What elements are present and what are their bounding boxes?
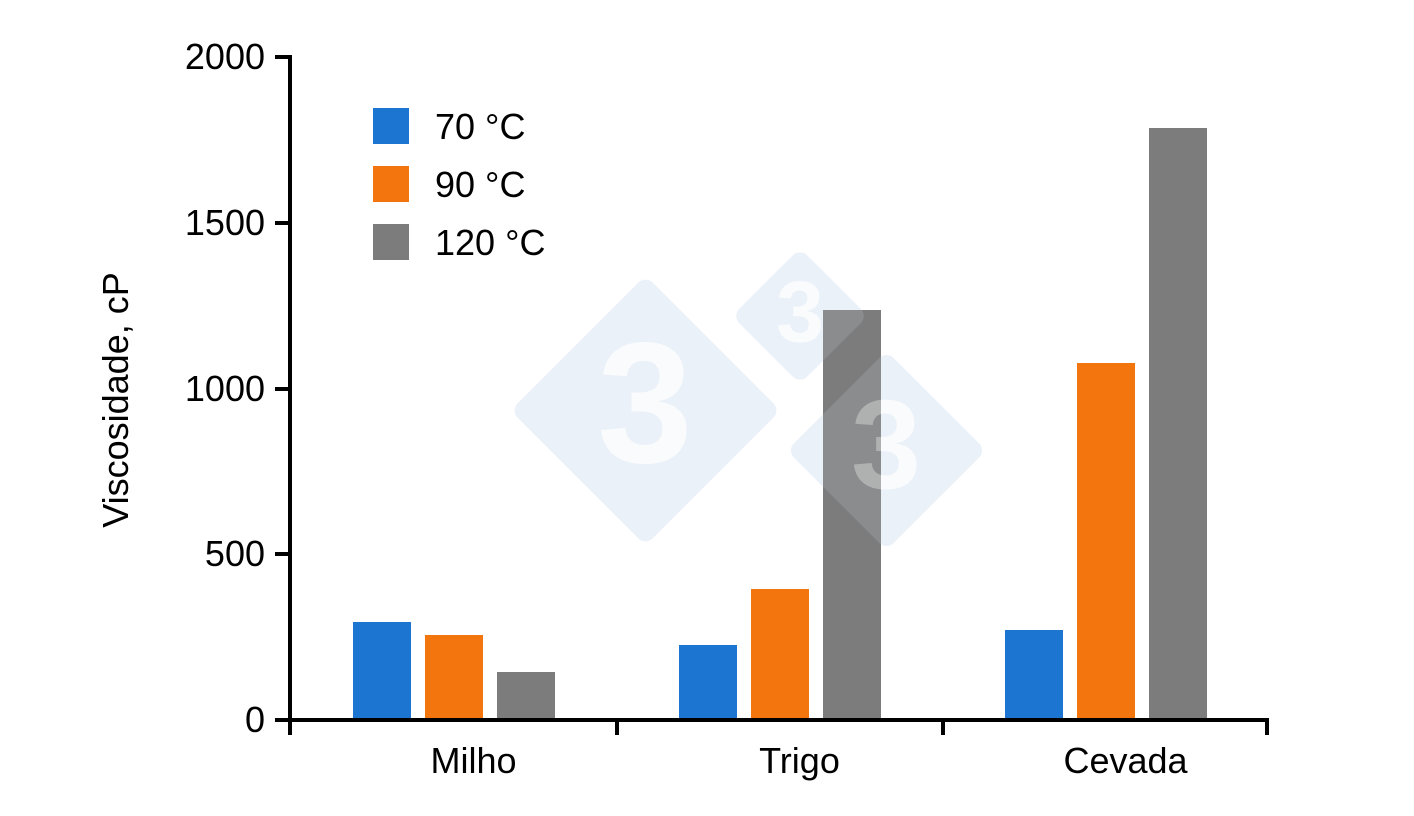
y-tick-label: 500	[204, 533, 265, 575]
y-tick-label: 2000	[184, 36, 265, 77]
x-tick-mark	[941, 722, 945, 735]
legend-swatch-70C	[373, 108, 409, 144]
legend-label-120C: 120 °C	[435, 222, 546, 263]
legend-label-90C: 90 °C	[435, 164, 526, 205]
y-tick-mark	[275, 552, 288, 557]
category-label-trigo: Trigo	[759, 740, 840, 781]
watermark-glyph-1: 3	[597, 307, 693, 500]
bar-milho-90C	[424, 635, 483, 718]
y-tick-label: 1500	[184, 201, 265, 243]
legend-label-70C: 70 °C	[435, 106, 526, 147]
y-tick-mark	[275, 718, 288, 722]
x-tick-mark	[1265, 722, 1269, 735]
y-tick-label: 1000	[184, 367, 265, 409]
y-tick-label: 0	[244, 699, 265, 740]
y-tick-mark	[275, 55, 288, 59]
y-tick-mark	[275, 386, 288, 391]
bar-cevada-120C	[1148, 128, 1207, 718]
legend-swatch-120C	[373, 224, 409, 260]
bar-trigo-90C	[750, 589, 809, 718]
watermark-diamond-1	[509, 274, 781, 546]
x-tick-mark	[288, 722, 292, 735]
legend-swatch-90C	[373, 166, 409, 202]
y-axis-line	[288, 55, 292, 724]
bar-cevada-70C	[1004, 630, 1063, 718]
bar-milho-70C	[352, 622, 411, 718]
watermark-diamond-3	[786, 350, 986, 550]
bar-milho-120C	[496, 672, 555, 718]
watermark-diamond-1	[509, 274, 781, 546]
bar-trigo-70C	[678, 645, 737, 718]
bar-cevada-90C	[1076, 363, 1135, 718]
bar-trigo-120C	[822, 310, 881, 718]
category-label-milho: Milho	[430, 740, 517, 781]
x-tick-mark	[615, 722, 619, 735]
category-label-cevada: Cevada	[1063, 740, 1188, 781]
watermark-glyph-2: 3	[776, 264, 824, 361]
watermark-glyph-1: 3	[597, 307, 693, 500]
x-axis-line	[288, 718, 1269, 722]
watermark-diamond-3	[786, 350, 986, 550]
watermark-glyph-2: 3	[776, 264, 824, 361]
y-tick-mark	[275, 220, 288, 225]
